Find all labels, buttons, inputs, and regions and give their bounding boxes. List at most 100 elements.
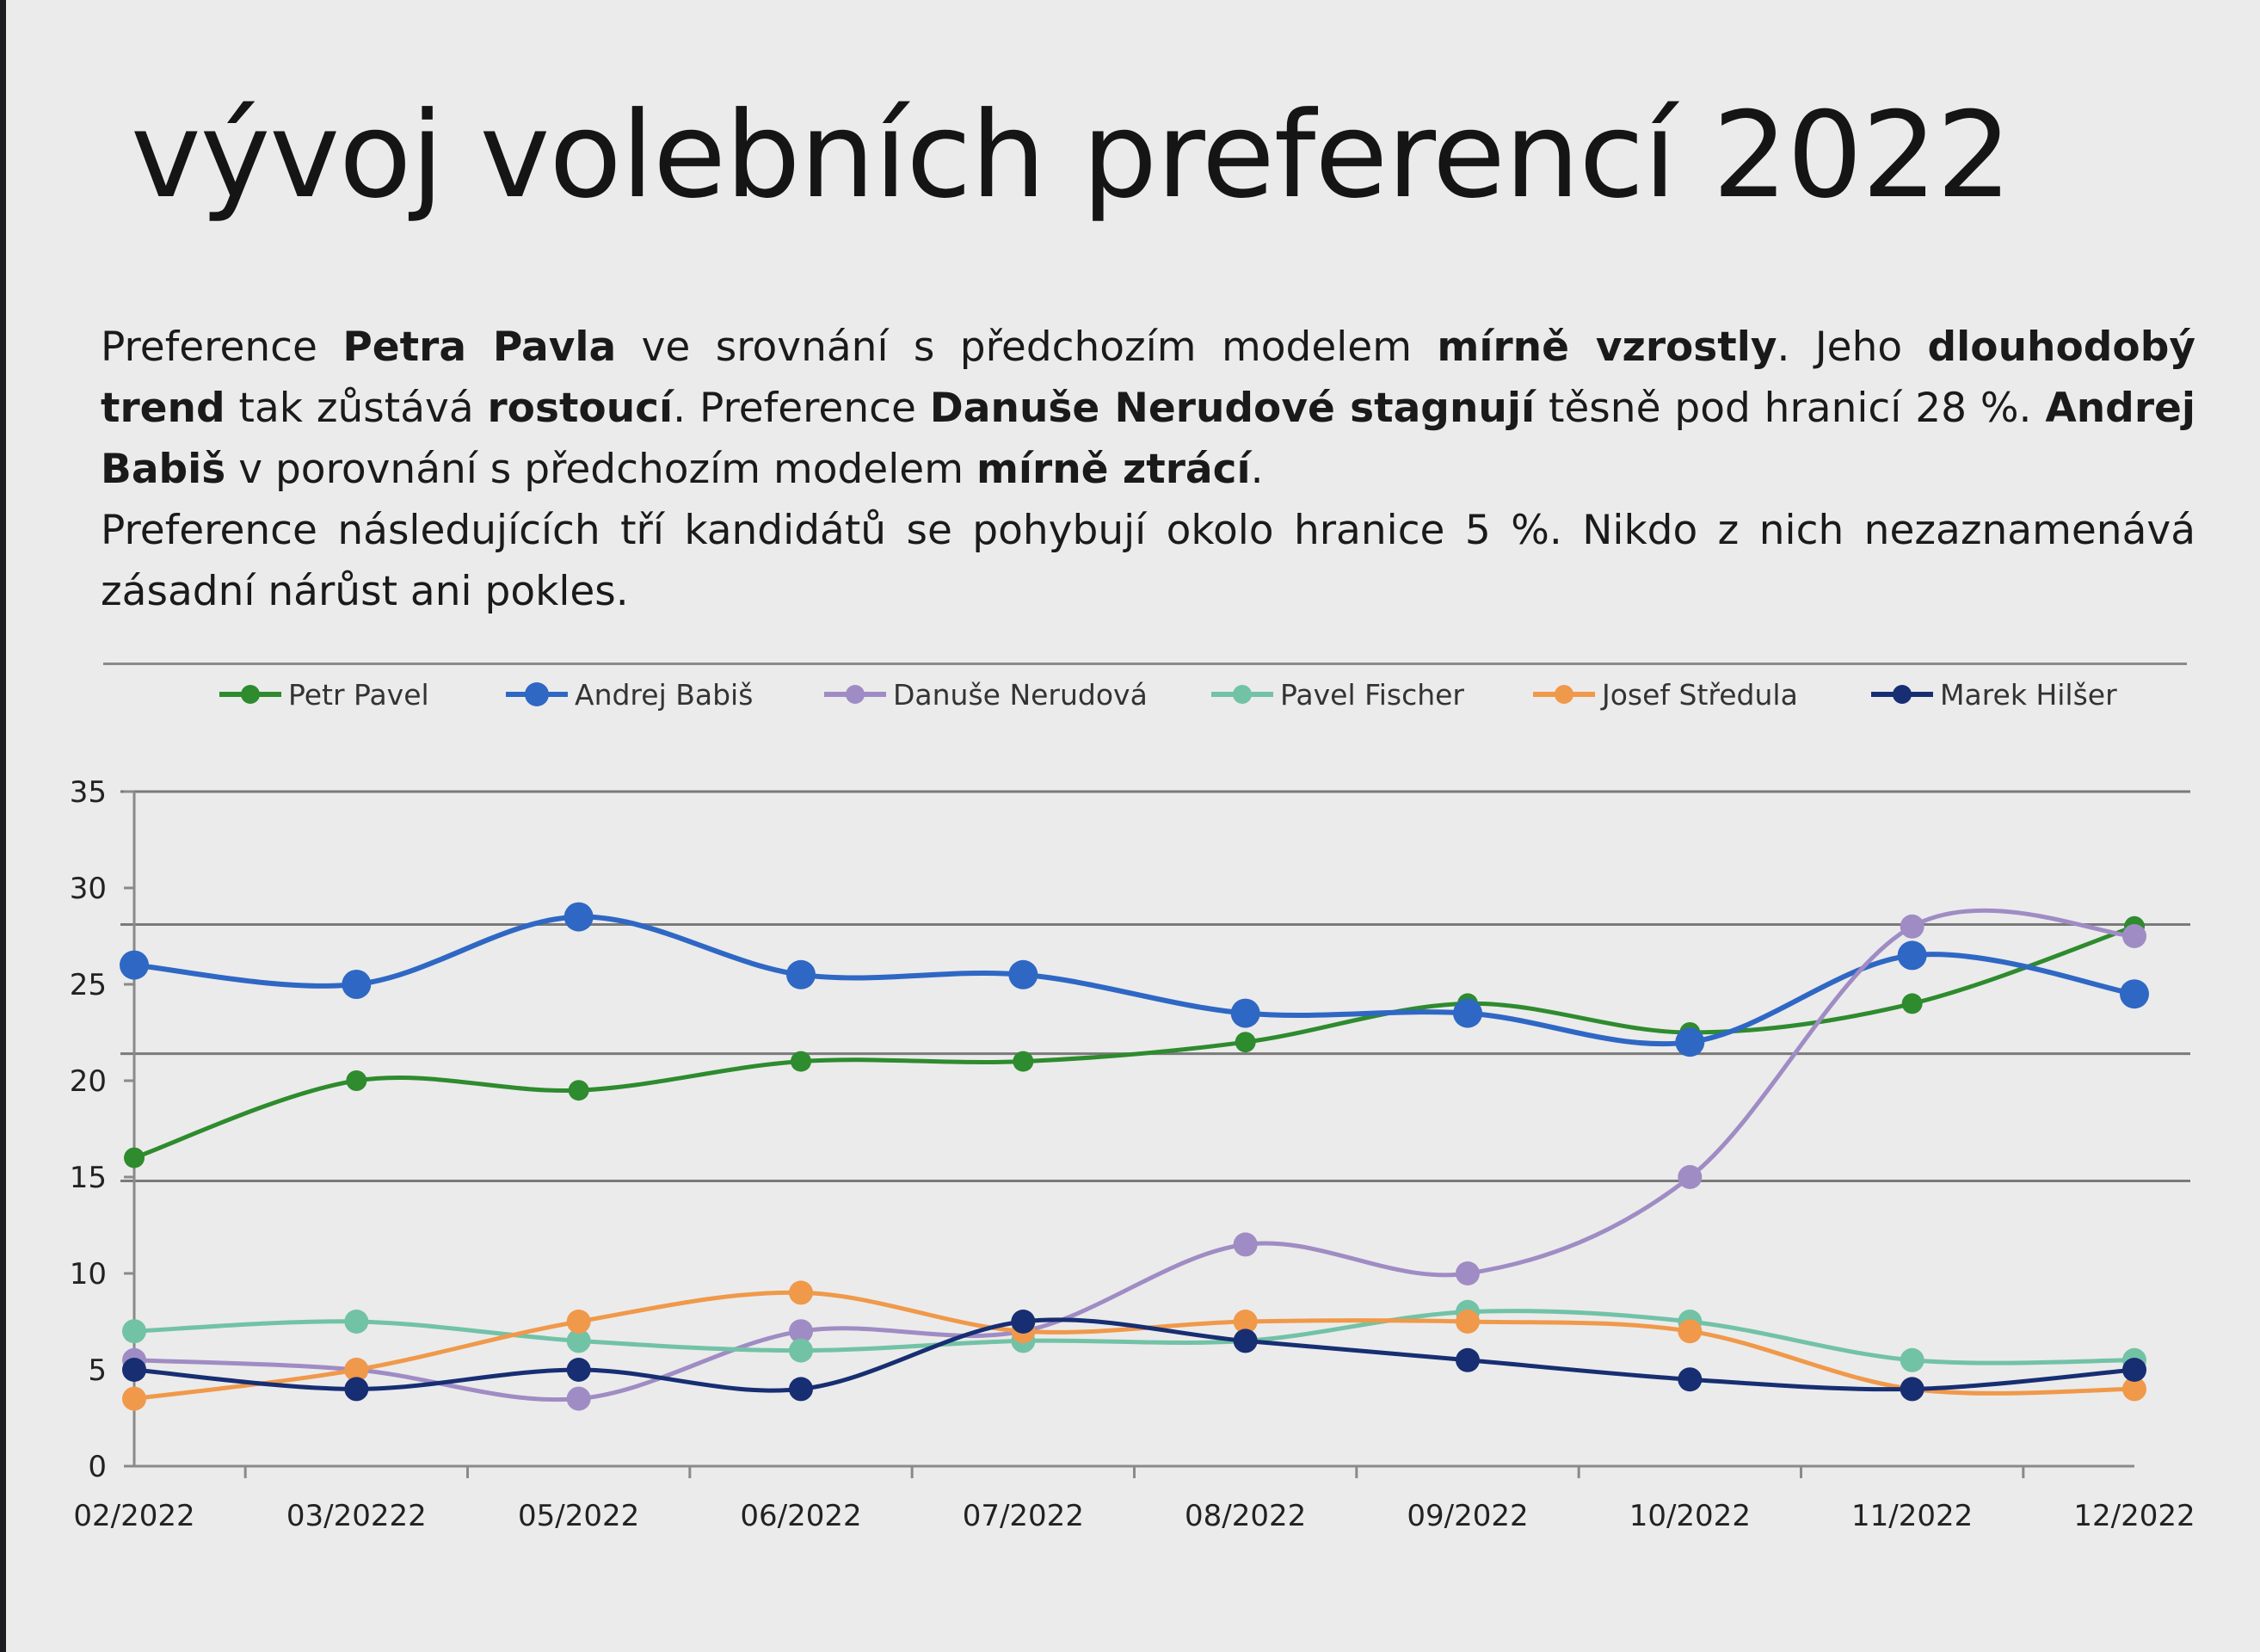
data-point [1456,1261,1480,1285]
data-point [1900,914,1924,939]
summary-run: . Preference [673,385,930,432]
left-border [0,0,6,1652]
data-point [2120,979,2149,1009]
data-point [1900,1377,1924,1402]
series-line-petr-pavel [133,924,2135,1160]
y-tick-label: 35 [70,775,107,810]
series-line-pavel-fischer [133,1309,2135,1365]
x-tick-label: 05/2022 [518,1499,639,1533]
data-point [563,902,594,932]
data-point [1678,1319,1703,1344]
legend-label: Pavel Fischer [1280,678,1464,712]
data-point [1233,1310,1258,1334]
data-point [124,1147,145,1168]
summary-run: rostoucí [487,385,674,432]
legend-label: Marek Hilšer [1940,678,2117,712]
data-point [566,1358,591,1382]
summary-run: Petra Pavla [342,324,617,371]
data-point [344,1310,369,1334]
summary-run: dlouhodobý trend [101,324,2195,432]
data-point [344,1377,369,1402]
x-tick-label: 06/2022 [740,1499,861,1533]
legend-separator [103,663,2187,665]
y-tick-label: 5 [88,1353,107,1388]
legend-marker [1233,685,1252,704]
summary-run: . Jeho [1777,324,1928,371]
data-point [1900,1347,1924,1372]
data-point [1678,1367,1703,1392]
summary-run: Danuše Nerudové stagnují [929,385,1536,432]
data-point [1233,1232,1258,1257]
summary-run: Andrej Babiš [101,385,2195,493]
summary-run: mírně ztrácí [976,446,1251,493]
data-point [2122,1377,2146,1402]
y-tick-label: 15 [70,1161,107,1195]
y-tick-label: 30 [70,872,107,906]
page-title: vývoj volebních preferencí 2022 [131,86,2012,225]
data-point [568,1080,589,1101]
legend-marker [525,682,549,706]
summary-run: Preference [101,324,343,371]
data-point [2122,924,2146,948]
legend-marker [241,685,260,704]
legend-marker [846,685,865,704]
x-tick-label: 03/20222 [286,1499,427,1533]
x-tick-label: 08/2022 [1185,1499,1306,1533]
summary-run: . [1250,446,1264,493]
data-point [1230,998,1260,1028]
data-point [1675,1027,1705,1057]
data-point [1235,1032,1256,1053]
data-point [122,1319,146,1344]
legend-marker [1555,685,1573,704]
data-point [344,1358,369,1382]
data-point [789,1280,813,1305]
legend-marker [1893,685,1912,704]
data-point [789,1319,813,1344]
summary-run: v porovnání s předchozím modelem [225,446,976,493]
data-point [120,950,149,980]
x-tick-label: 02/2022 [73,1499,194,1533]
data-point [1008,959,1038,989]
y-tick-label: 25 [70,968,107,1002]
x-tick-label: 09/2022 [1407,1499,1528,1533]
summary-run: mírně vzrostly [1437,324,1777,371]
data-point [342,970,372,999]
summary-line-2: Preference následujících tří kandidátů s… [101,507,2195,615]
data-point [1013,1051,1034,1072]
data-point [122,1386,146,1411]
data-point [789,1338,813,1363]
data-point [122,1358,146,1382]
x-tick-label: 07/2022 [963,1499,1084,1533]
series-line-andrej-babiš [133,914,2135,1047]
x-tick-label: 11/2022 [1851,1499,1973,1533]
data-point [786,959,816,989]
y-tick-label: 10 [70,1257,107,1291]
x-tick-label: 12/2022 [2073,1499,2195,1533]
data-point [1233,1328,1258,1353]
legend-label: Petr Pavel [288,678,429,712]
data-point [566,1328,591,1353]
summary-paragraph: Preference Petra Pavla ve srovnání s pře… [101,317,2195,622]
summary-run: ve srovnání s předchozím modelem [616,324,1438,371]
series-line-josef-středula [133,1290,2135,1402]
data-point [1897,940,1927,971]
summary-run: těsně pod hranicí 28 %. [1535,385,2046,432]
data-point [1011,1310,1036,1334]
data-point [1678,1165,1703,1189]
data-point [1456,1347,1480,1372]
legend-label: Andrej Babiš [575,678,753,712]
legend-label: Josef Středula [1600,678,1798,712]
data-point [791,1051,811,1072]
data-point [1453,998,1482,1028]
summary-line-1: Preference Petra Pavla ve srovnání s pře… [101,324,2195,493]
y-tick-label: 20 [70,1064,107,1099]
data-point [789,1377,813,1402]
data-point [1901,993,1923,1014]
series-line-marek-hilšer [133,1317,2135,1393]
data-point [566,1310,591,1334]
data-point [346,1070,367,1091]
data-point [2122,1358,2146,1382]
legend-label: Danuše Nerudová [893,678,1148,712]
y-tick-label: 0 [88,1450,107,1484]
